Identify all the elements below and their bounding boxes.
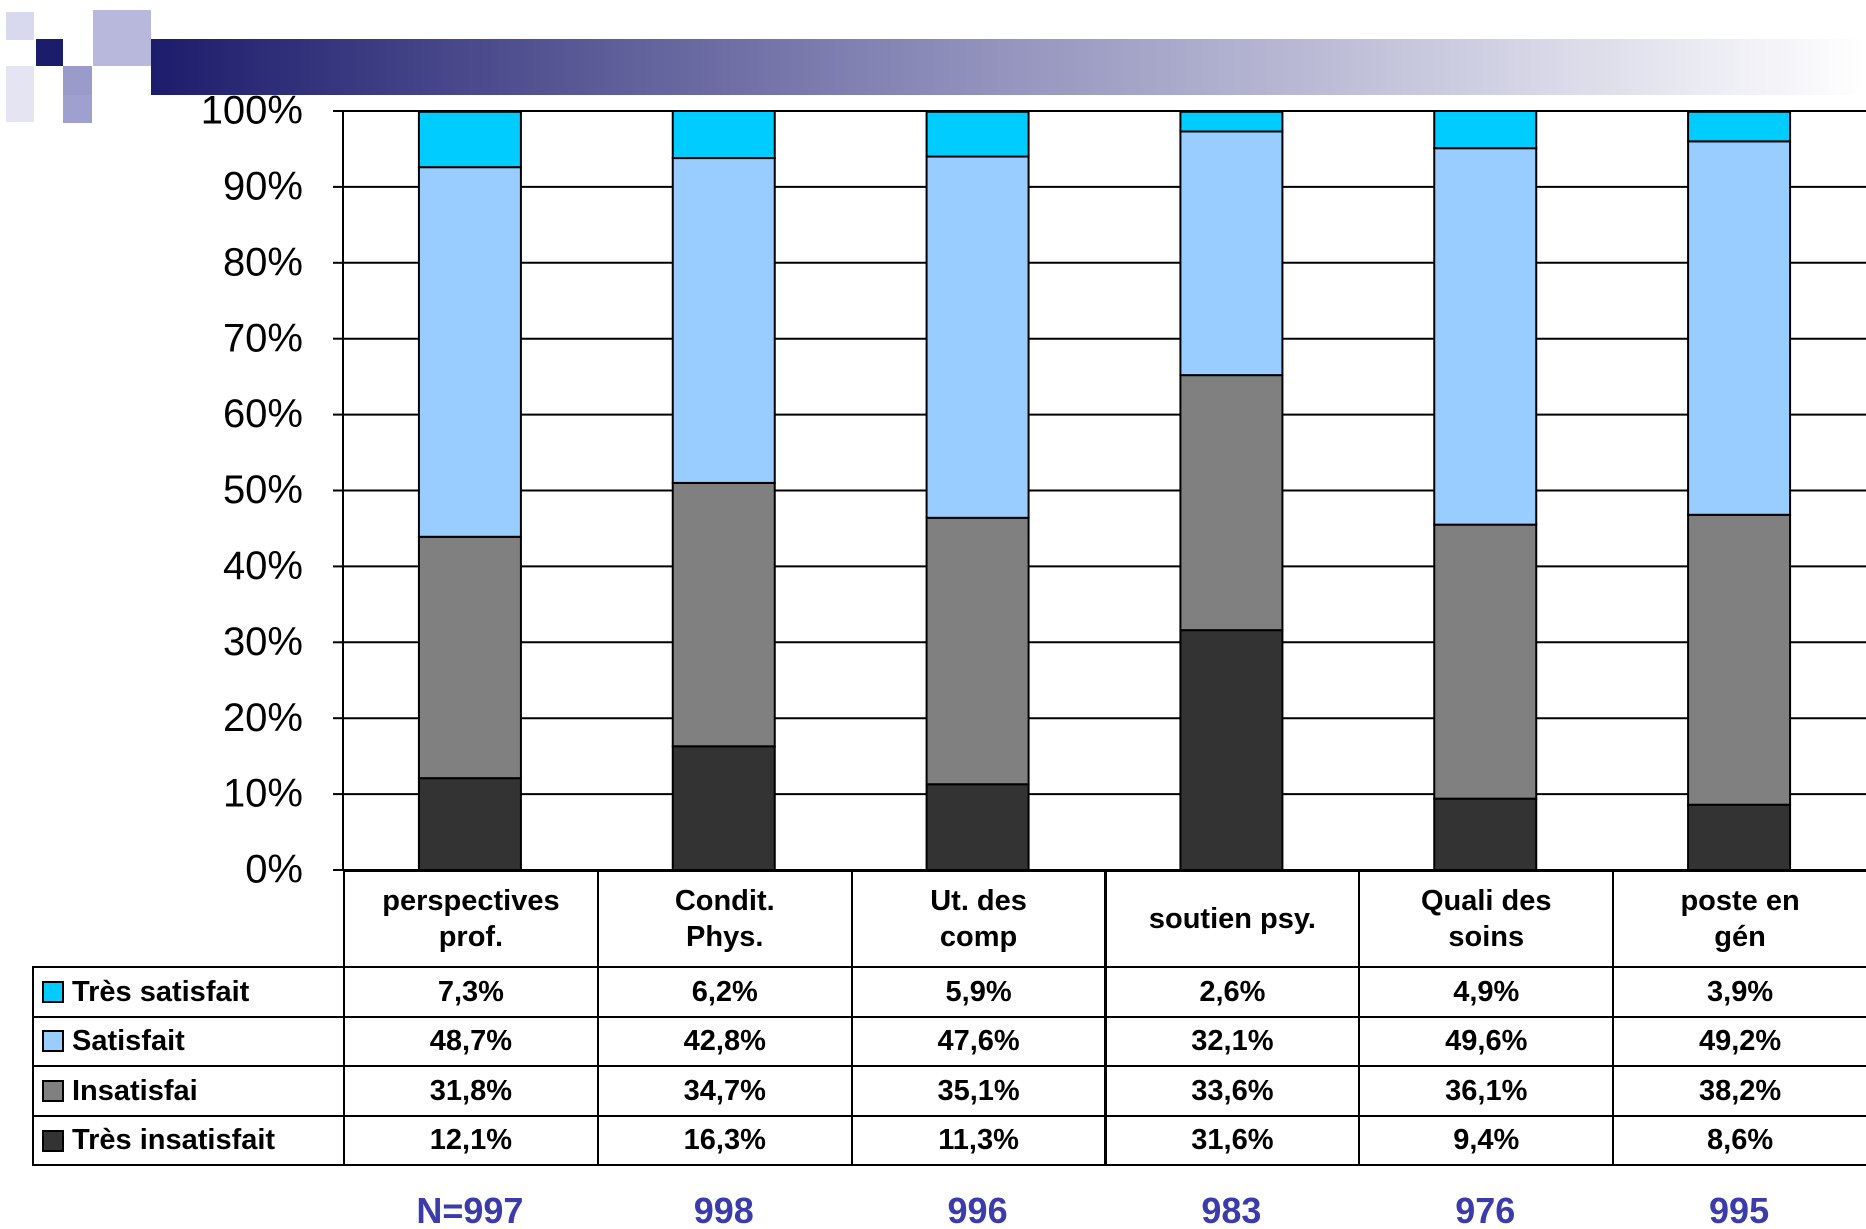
bar-segment <box>417 777 522 872</box>
data-label: 6,2% <box>596 966 853 1018</box>
table-header-cell: Ut. des comp <box>850 870 1107 968</box>
bar-segment <box>925 516 1030 786</box>
data-label: 12,1% <box>343 1114 599 1167</box>
legend-swatch <box>42 1079 64 1102</box>
data-label: 3,9% <box>1612 966 1866 1018</box>
bar-segment <box>1433 523 1538 800</box>
bar-segment <box>925 155 1030 519</box>
data-label: 47,6% <box>850 1015 1107 1068</box>
bar-segment <box>1433 110 1538 150</box>
data-label: 38,2% <box>1612 1065 1866 1117</box>
y-tick-label: 90% <box>223 164 303 208</box>
y-tick-label: 30% <box>223 620 303 664</box>
legend-label: Satisfait <box>72 1025 185 1058</box>
data-label: 49,6% <box>1358 1015 1615 1068</box>
data-label: 11,3% <box>850 1114 1107 1167</box>
sample-size: 976 <box>1455 1190 1516 1229</box>
table-header-cell: poste en gén <box>1612 870 1866 968</box>
y-tick-label: 10% <box>223 772 303 816</box>
data-label: 2,6% <box>1104 966 1361 1018</box>
bar-segment <box>1433 797 1538 871</box>
table-header-cell: soutien psy. <box>1104 870 1361 968</box>
y-tick-label: 0% <box>245 848 303 892</box>
data-label: 5,9% <box>850 966 1107 1018</box>
deco-square <box>36 39 63 66</box>
bar-segment <box>925 110 1030 158</box>
data-label: 49,2% <box>1612 1015 1866 1068</box>
y-tick-label: 100% <box>201 89 303 133</box>
bar-segment <box>1179 374 1284 632</box>
legend-entry: Très insatisfait <box>32 1114 345 1167</box>
bar-segment <box>1687 140 1792 516</box>
header-band <box>151 39 1866 95</box>
y-tick-label: 20% <box>223 696 303 740</box>
bar-segment <box>671 481 776 748</box>
legend-label: Très satisfait <box>72 975 250 1008</box>
legend-label: Insatisfai <box>72 1074 198 1107</box>
data-label: 32,1% <box>1104 1015 1361 1068</box>
data-label: 16,3% <box>596 1114 853 1167</box>
data-label: 4,9% <box>1358 966 1615 1018</box>
bar-segment <box>1179 110 1284 133</box>
data-label: 35,1% <box>850 1065 1107 1117</box>
data-label: 31,6% <box>1104 1114 1361 1167</box>
legend-swatch <box>42 980 64 1003</box>
deco-square <box>93 10 151 66</box>
bar-segment <box>671 157 776 484</box>
data-label: 7,3% <box>343 966 599 1018</box>
legend-swatch <box>42 1129 64 1152</box>
y-tick-label: 70% <box>223 316 303 360</box>
legend-entry: Très satisfait <box>32 966 345 1018</box>
bar-segment <box>417 110 522 169</box>
data-label: 33,6% <box>1104 1065 1361 1117</box>
deco-square <box>6 12 34 40</box>
deco-square <box>63 95 92 123</box>
table-header-cell: perspectives prof. <box>343 870 599 968</box>
legend-entry: Satisfait <box>32 1015 345 1068</box>
y-tick-label: 60% <box>223 392 303 436</box>
legend-entry: Insatisfai <box>32 1065 345 1117</box>
deco-square <box>6 66 34 122</box>
table-header-cell: Quali des soins <box>1358 870 1615 968</box>
table-header-cell: Condit. Phys. <box>596 870 853 968</box>
sample-size: 983 <box>1201 1190 1262 1229</box>
bar-segment <box>417 166 522 538</box>
data-label: 8,6% <box>1612 1114 1866 1167</box>
deco-square <box>63 66 92 95</box>
bar-segment <box>1179 130 1284 377</box>
data-label: 42,8% <box>596 1015 853 1068</box>
data-label: 34,7% <box>596 1065 853 1117</box>
bar-segment <box>1687 513 1792 806</box>
legend-label: Très insatisfait <box>72 1124 276 1157</box>
bar-segment <box>417 535 522 780</box>
bar-segment <box>925 783 1030 871</box>
sample-size: 995 <box>1709 1190 1770 1229</box>
sample-size: N=997 <box>416 1190 524 1229</box>
legend-swatch <box>42 1030 64 1053</box>
data-label: 48,7% <box>343 1015 599 1068</box>
bar-segment <box>1687 110 1792 143</box>
data-label: 9,4% <box>1358 1114 1615 1167</box>
bar-segment <box>671 110 776 160</box>
data-label: 31,8% <box>343 1065 599 1117</box>
data-label: 36,1% <box>1358 1065 1615 1117</box>
y-tick-label: 40% <box>223 544 303 588</box>
bar-segment <box>671 745 776 872</box>
bar-segment <box>1179 629 1284 871</box>
bar-segment <box>1687 803 1792 872</box>
bar-segment <box>1433 147 1538 526</box>
y-tick-label: 50% <box>223 468 303 512</box>
sample-size: 996 <box>947 1190 1008 1229</box>
y-tick-label: 80% <box>223 240 303 284</box>
sample-size: 998 <box>693 1190 754 1229</box>
